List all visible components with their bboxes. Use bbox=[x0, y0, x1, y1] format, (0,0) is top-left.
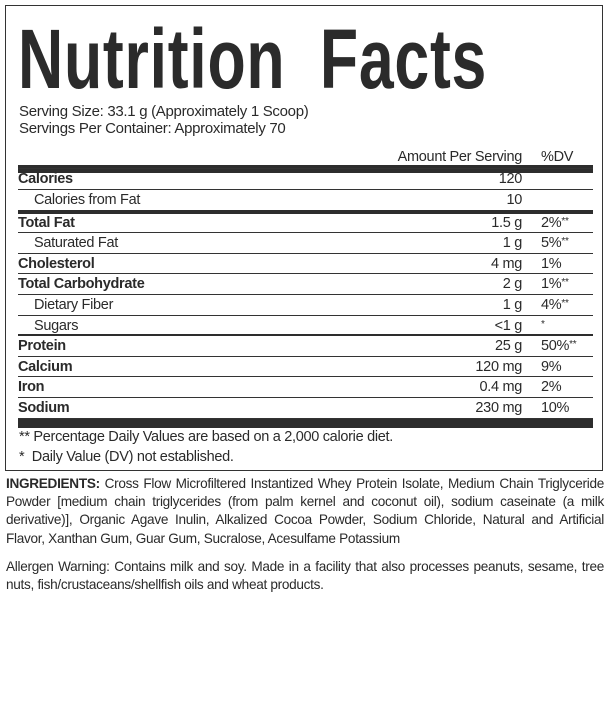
nutrient-dv: 1% bbox=[541, 255, 562, 272]
nutrition-facts-panel bbox=[5, 5, 603, 471]
nutrient-amount: 1.5 g bbox=[491, 214, 522, 231]
servings-per-container: Servings Per Container: Approximately 70 bbox=[19, 120, 286, 137]
divider-thick bbox=[18, 165, 593, 173]
nutrient-row: Saturated Fat 1 g 5%** bbox=[18, 233, 593, 254]
dv-value: 50% bbox=[541, 338, 570, 355]
nutrient-label: Saturated Fat bbox=[34, 235, 118, 252]
nutrient-amount: 120 mg bbox=[475, 358, 522, 375]
nutrient-label: Sugars bbox=[34, 317, 79, 334]
nutrient-dv: 9% bbox=[541, 358, 562, 375]
nutrient-dv: 50%** bbox=[541, 338, 577, 355]
nutrient-amount: 1 g bbox=[502, 297, 523, 313]
dv-footnote-mark: ** bbox=[569, 339, 577, 351]
dv-footnote-mark: ** bbox=[561, 215, 569, 227]
dv-value: 2% bbox=[541, 379, 562, 396]
ingredients-label: INGREDIENTS: bbox=[6, 476, 100, 491]
nutrient-row: Calcium 120 mg 9% bbox=[18, 357, 593, 378]
dv-value: 1% bbox=[541, 255, 562, 272]
ingredients-text: Cross Flow Microfiltered Instantized Whe… bbox=[6, 476, 605, 546]
dv-value: 9% bbox=[541, 358, 562, 375]
nutrient-row: Sodium 230 mg 10% bbox=[18, 398, 593, 419]
nutrient-amount: <1 g bbox=[494, 317, 523, 334]
divider-thick bbox=[18, 419, 593, 428]
nutrient-label: Protein bbox=[18, 338, 66, 355]
nutrient-amount: 0.4 mg bbox=[479, 379, 522, 396]
amount-header: Amount Per Serving bbox=[397, 149, 523, 165]
dv-value: 10% bbox=[541, 400, 570, 416]
nutrient-amount: 120 bbox=[498, 171, 523, 187]
dv-value: 5% bbox=[541, 235, 562, 252]
nutrient-row: Calories 120 bbox=[18, 169, 593, 190]
nutrient-row: Protein 25 g 50%** bbox=[18, 336, 593, 357]
nutrient-dv: 4%** bbox=[541, 297, 569, 313]
dv-value: 1% bbox=[541, 276, 562, 293]
dv-footnote-mark: * bbox=[541, 318, 545, 330]
panel-title: Nutrition Facts bbox=[18, 12, 488, 106]
nutrient-amount: 25 g bbox=[494, 338, 522, 355]
nutrient-row: Iron 0.4 mg 2% bbox=[18, 377, 593, 398]
nutrient-row: Total Fat 1.5 g 2%** bbox=[18, 213, 593, 234]
nutrient-row: Calories from Fat 10 bbox=[18, 190, 593, 214]
nutrient-row: Dietary Fiber 1 g 4%** bbox=[18, 295, 593, 316]
nutrient-dv: 1%** bbox=[541, 276, 569, 292]
nutrient-label: Total Carbohydrate bbox=[18, 276, 145, 293]
nutrient-dv: 5%** bbox=[541, 235, 569, 251]
serving-info: Serving Size: 33.1 g (Approximately 1 Sc… bbox=[19, 103, 309, 137]
nutrient-row: Sugars <1 g * bbox=[18, 316, 593, 337]
dv-footnote-mark: ** bbox=[561, 236, 569, 248]
dv-value: 4% bbox=[541, 297, 562, 313]
nutrient-label: Sodium bbox=[18, 400, 70, 416]
footnote-double-star: ** Percentage Daily Values are based on … bbox=[19, 429, 393, 445]
nutrient-dv: 2% bbox=[541, 379, 562, 396]
nutrient-dv: * bbox=[541, 318, 545, 334]
nutrient-dv: 2%** bbox=[541, 215, 569, 231]
nutrient-label: Calories from Fat bbox=[34, 191, 141, 208]
nutrient-label: Iron bbox=[18, 379, 45, 396]
column-header: Amount Per Serving %DV bbox=[18, 149, 593, 167]
dv-value: 2% bbox=[541, 214, 562, 231]
nutrient-amount: 10 bbox=[506, 191, 522, 208]
nutrient-label: Total Fat bbox=[18, 214, 75, 231]
allergen-warning: Allergen Warning: Contains milk and soy.… bbox=[6, 559, 604, 593]
nutrient-label: Calories bbox=[18, 171, 73, 187]
nutrient-amount: 2 g bbox=[502, 276, 523, 293]
nutrient-amount: 1 g bbox=[502, 235, 523, 252]
nutrient-amount: 4 mg bbox=[490, 255, 522, 272]
ingredients: INGREDIENTS: Cross Flow Microfiltered In… bbox=[6, 475, 604, 548]
nutrient-label: Cholesterol bbox=[18, 255, 95, 272]
nutrient-label: Dietary Fiber bbox=[34, 297, 114, 313]
nutrient-label: Calcium bbox=[18, 358, 73, 375]
dv-header: %DV bbox=[541, 149, 574, 165]
nutrient-row: Total Carbohydrate 2 g 1%** bbox=[18, 274, 593, 295]
divider bbox=[18, 168, 593, 169]
serving-size: Serving Size: 33.1 g (Approximately 1 Sc… bbox=[19, 103, 309, 120]
nutrient-dv: 10% bbox=[541, 400, 569, 416]
dv-footnote-mark: ** bbox=[561, 277, 569, 289]
nutrient-amount: 230 mg bbox=[475, 400, 522, 416]
dv-footnote-mark: ** bbox=[561, 298, 569, 309]
nutrient-row: Cholesterol 4 mg 1% bbox=[18, 254, 593, 275]
footnote-single-star: * Daily Value (DV) not established. bbox=[19, 449, 234, 465]
